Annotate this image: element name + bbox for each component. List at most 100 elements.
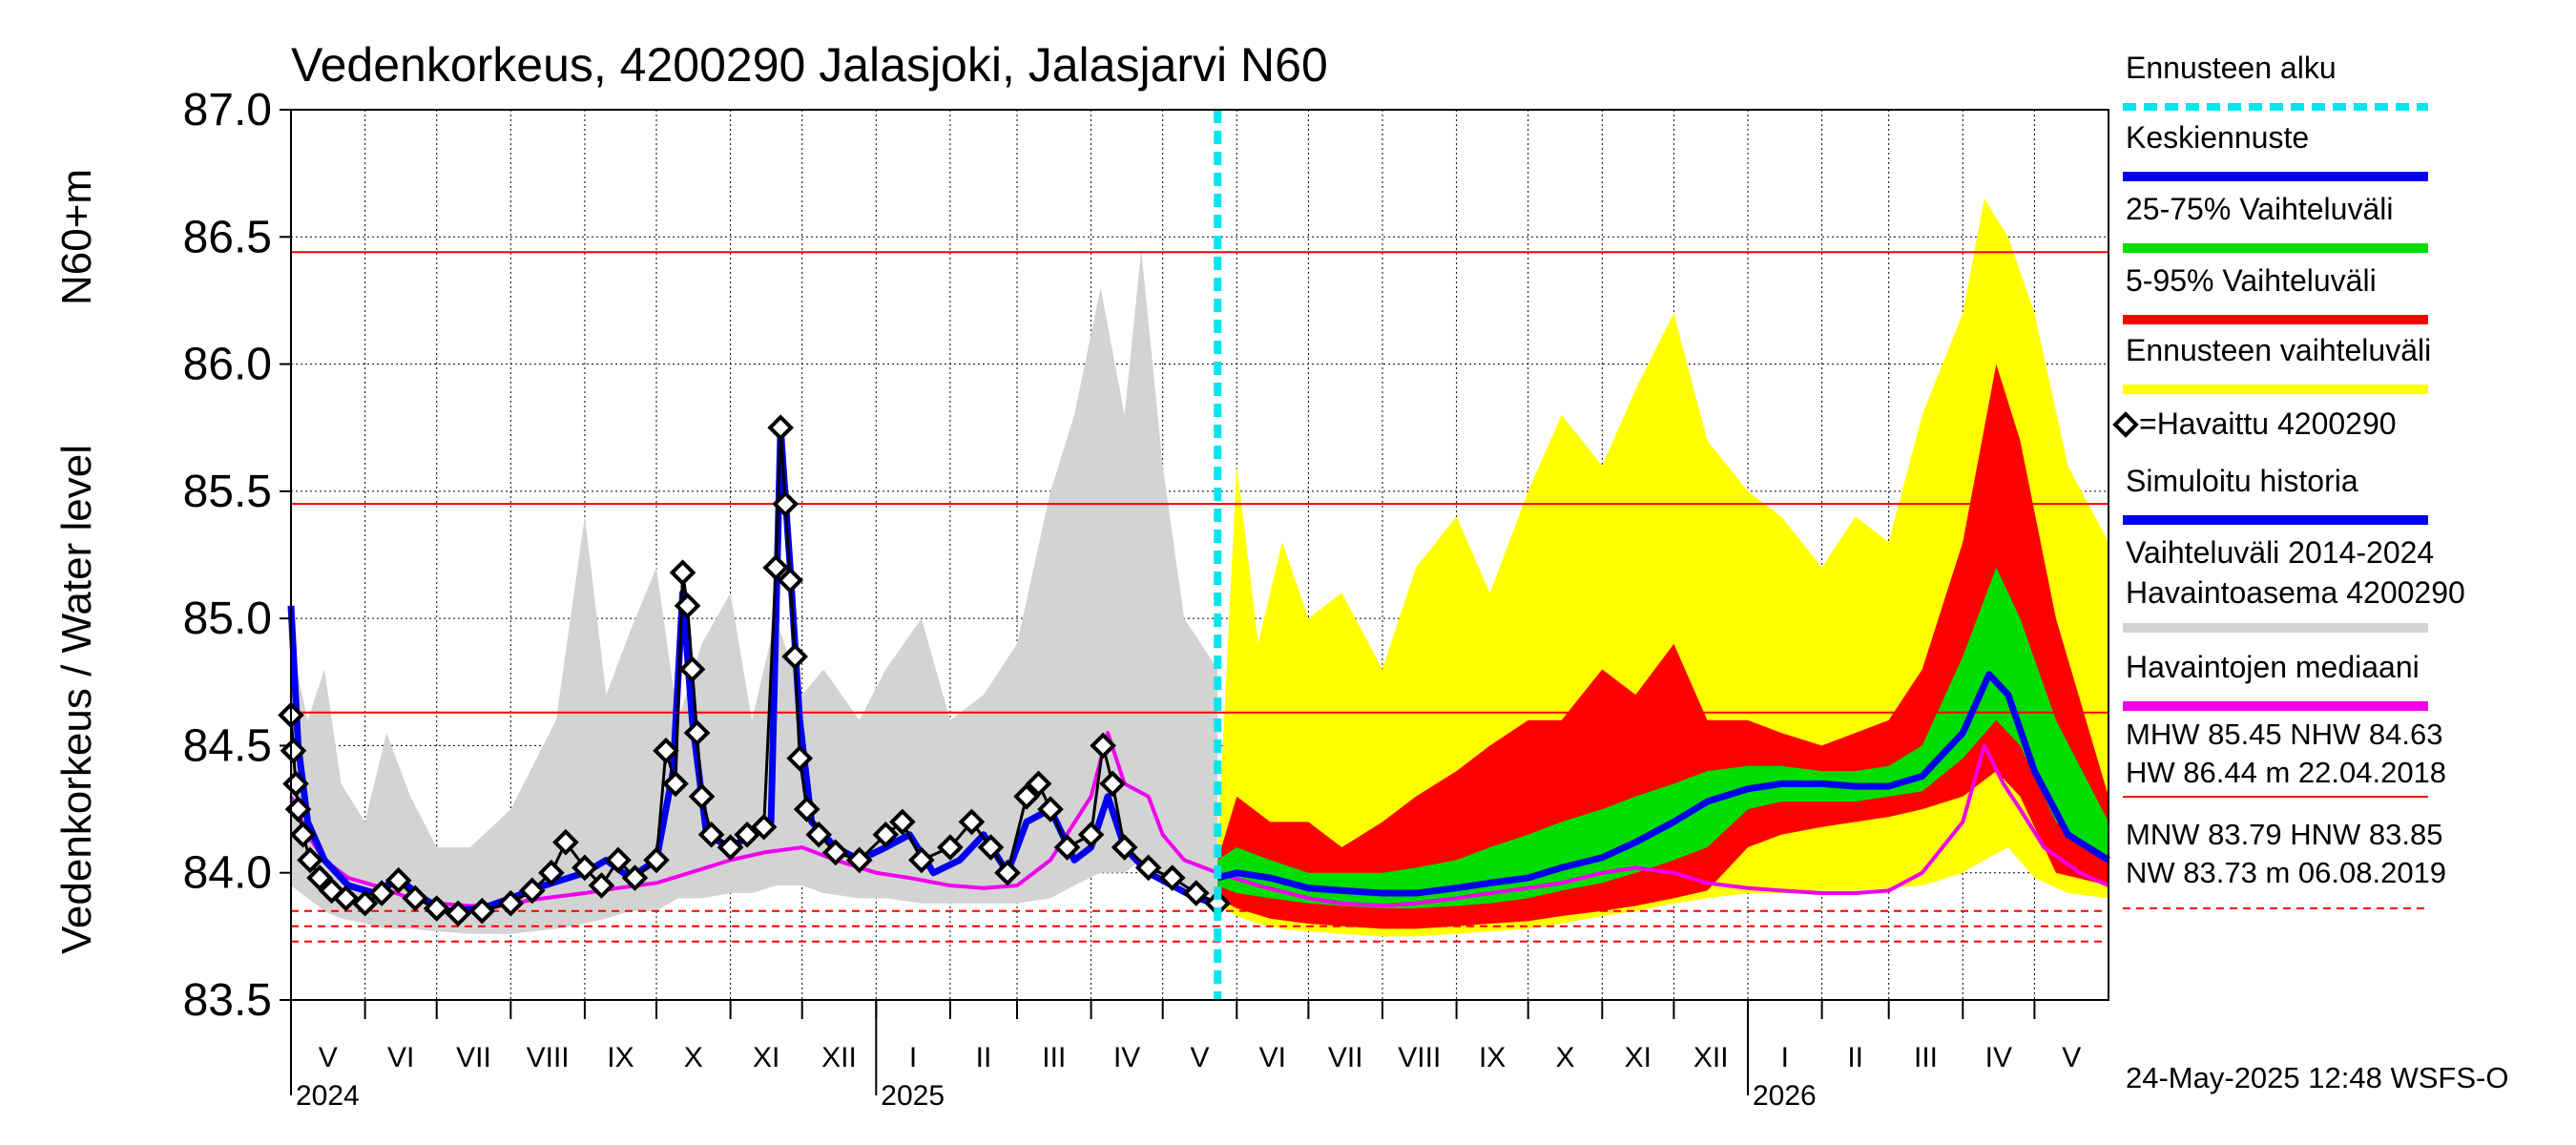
observed-point: [872, 821, 900, 848]
month-label: XII: [1693, 1042, 1729, 1073]
observed-point: [683, 719, 711, 746]
observed-point: [289, 821, 317, 848]
observed-point: [1077, 821, 1105, 848]
legend-label: Havaintojen mediaani: [2126, 650, 2420, 684]
observed-point: [821, 839, 849, 866]
month-label: V: [2062, 1042, 2081, 1073]
line-keskiennuste: [1216, 671, 2110, 897]
observed-point: [1158, 864, 1186, 891]
observed-point: [306, 864, 333, 891]
legend-label: Havaintoasema 4200290: [2126, 575, 2465, 610]
legend-label: Simuloitu historia: [2126, 464, 2358, 498]
legend: Ennusteen alku Keskiennuste 25-75% Vaihtel…: [2112, 51, 2465, 711]
observed-point: [958, 808, 986, 836]
observed-point: [468, 897, 496, 925]
y-tick-label: 85.5: [183, 467, 272, 517]
observed-point: [994, 859, 1021, 886]
month-label: V: [1190, 1042, 1209, 1073]
observed-point: [368, 880, 395, 906]
month-label: I: [909, 1042, 917, 1073]
observed-point: [889, 808, 916, 836]
observed-point: [937, 834, 964, 861]
chart-title: Vedenkorkeus, 4200290 Jalasjoki, Jalasja…: [291, 38, 1328, 92]
observed-point: [697, 821, 725, 848]
year-label: 2024: [296, 1080, 360, 1112]
observed-markers: [278, 414, 1232, 927]
observed-point: [845, 846, 873, 874]
month-label: V: [319, 1042, 338, 1073]
legend-swatch-diamond: [2112, 411, 2139, 438]
observed-point: [538, 859, 565, 886]
month-label: XI: [1625, 1042, 1652, 1073]
observed-point: [977, 834, 1005, 861]
month-label: II: [976, 1042, 992, 1073]
observed-point: [1037, 796, 1064, 822]
observed-point: [793, 796, 821, 822]
observed-point: [605, 846, 632, 874]
observed-point: [1053, 834, 1081, 861]
observed-point: [669, 559, 696, 586]
y-tick-label: 84.5: [183, 720, 272, 771]
month-label: VII: [456, 1042, 491, 1073]
observed-point: [571, 854, 598, 882]
observed-point: [588, 872, 615, 899]
observed-point: [678, 656, 706, 683]
month-label: IX: [607, 1042, 634, 1073]
observed-point: [762, 554, 789, 581]
y-tick-label: 87.0: [183, 85, 272, 135]
legend-label: =Havaittu 4200290: [2139, 406, 2397, 441]
stats-line-1: MHW 85.45 NHW 84.63: [2126, 718, 2443, 751]
month-label: X: [684, 1042, 703, 1073]
observed-point: [786, 744, 814, 772]
year-label: 2026: [1753, 1080, 1817, 1112]
month-label: III: [1042, 1042, 1066, 1073]
month-label: VIII: [1398, 1042, 1441, 1073]
observed-point: [1134, 854, 1162, 882]
observed-point: [805, 821, 833, 848]
observed-point: [402, 885, 428, 912]
stats-line-4: NW 83.73 m 06.08.2019: [2126, 856, 2446, 889]
y-axis: 83.5 84.0 84.5 85.0 85.5 86.0 86.5 87.0: [183, 85, 291, 1026]
observed-point: [734, 821, 760, 848]
statistics-panel: MHW 85.45 NHW 84.63 HW 86.44 m 22.04.201…: [2123, 718, 2446, 909]
observed-point: [717, 834, 744, 861]
observed-point: [423, 895, 450, 922]
month-label: VII: [1328, 1042, 1363, 1073]
observed-point: [297, 846, 323, 874]
observed-point: [674, 592, 701, 619]
observed-point: [772, 490, 800, 518]
legend-label: 25-75% Vaihteluväli: [2126, 192, 2393, 226]
observed-point: [351, 889, 379, 917]
y-tick-label: 85.0: [183, 593, 272, 644]
footer-timestamp: 24-May-2025 12:48 WSFS-O: [2126, 1061, 2508, 1094]
observed-point: [497, 889, 525, 917]
observed-point: [781, 643, 809, 670]
y-tick-label: 86.5: [183, 212, 272, 262]
observed-point: [750, 813, 778, 841]
observed-point: [777, 567, 804, 593]
observed-point: [1182, 880, 1210, 906]
month-label: VIII: [527, 1042, 570, 1073]
y-axis-label: Vedenkorkeus / Water level: [53, 445, 100, 954]
year-label: 2025: [881, 1080, 945, 1112]
observed-point: [1013, 782, 1040, 810]
y-tick-label: 83.5: [183, 975, 272, 1026]
observed-point: [908, 846, 935, 874]
y-axis-unit: N60+m: [53, 169, 100, 305]
month-label: XII: [821, 1042, 857, 1073]
observed-point: [552, 828, 579, 856]
month-label: VI: [1259, 1042, 1286, 1073]
observed-point: [1099, 770, 1126, 798]
legend-label: Vaihteluväli 2014-2024: [2126, 535, 2434, 570]
observed-point: [767, 414, 795, 442]
observed-point: [621, 864, 649, 891]
observed-point: [445, 900, 472, 927]
month-label: XI: [753, 1042, 779, 1073]
x-axis: V VI VII VIII IX X XI XII I II III IV V VI VII VIII IX X X…: [290, 1000, 2081, 1112]
legend-label: Keskiennuste: [2126, 120, 2309, 155]
band-vaihteluv-li-2014-2024: [291, 249, 1218, 934]
observed-point: [519, 877, 546, 905]
observed-point: [662, 770, 689, 798]
